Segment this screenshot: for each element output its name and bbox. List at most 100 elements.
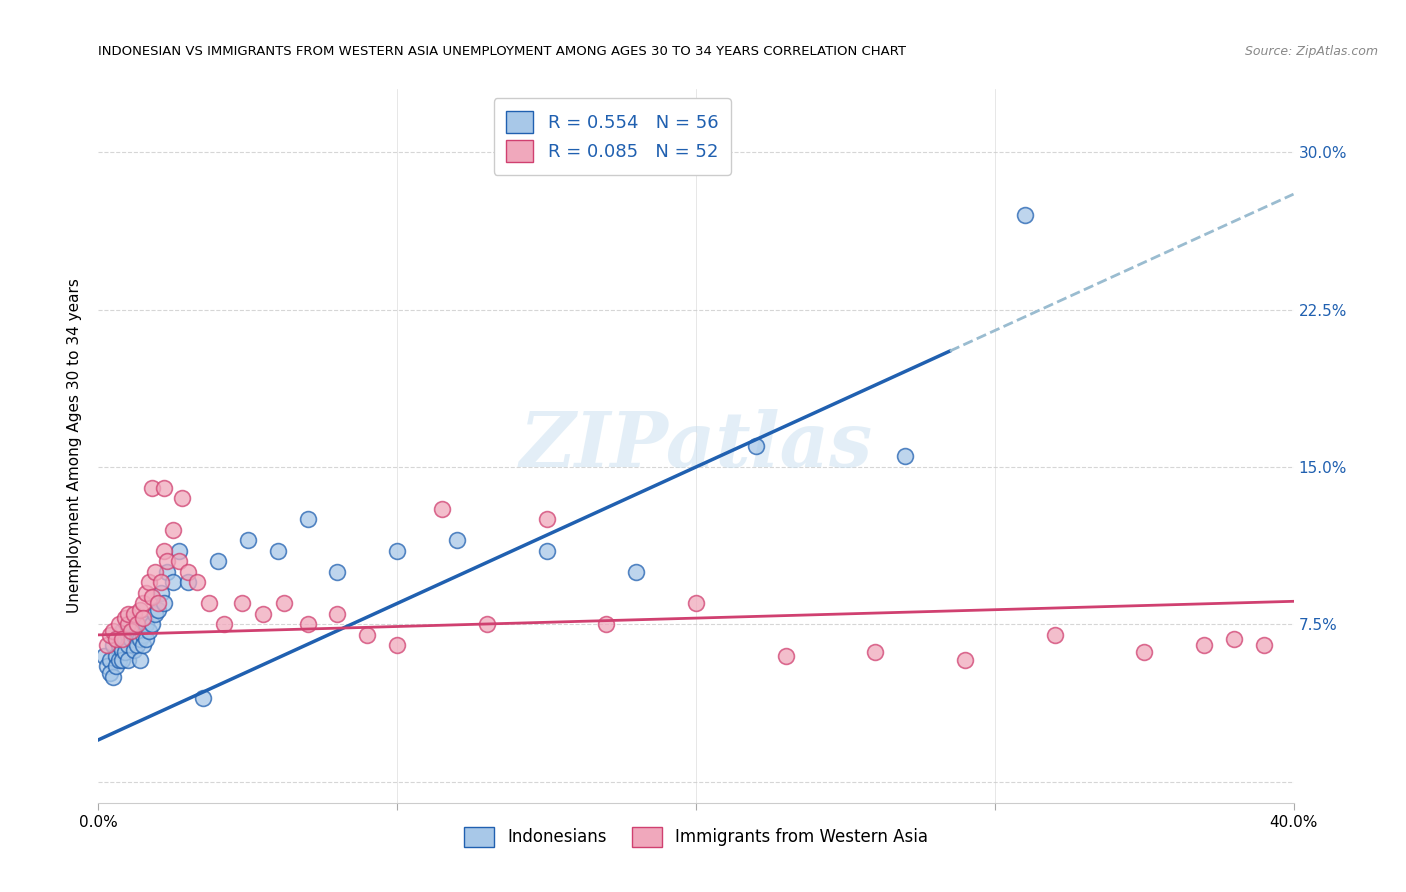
Point: [198, 596, 221, 610]
Point: [172, 491, 194, 506]
Point: [141, 481, 163, 495]
Point: [430, 502, 453, 516]
Point: [446, 533, 468, 548]
Point: [153, 481, 176, 495]
Point: [626, 565, 648, 579]
Point: [1223, 632, 1246, 646]
Point: [150, 586, 173, 600]
Point: [129, 632, 152, 646]
Point: [117, 653, 139, 667]
Point: [127, 624, 149, 638]
Point: [167, 554, 190, 568]
Point: [252, 607, 274, 621]
Point: [356, 628, 378, 642]
Point: [326, 565, 349, 579]
Point: [117, 628, 139, 642]
Point: [326, 607, 349, 621]
Point: [191, 690, 214, 705]
Point: [124, 607, 146, 621]
Point: [117, 607, 139, 621]
Point: [267, 544, 290, 558]
Point: [111, 632, 134, 646]
Point: [103, 624, 125, 638]
Point: [120, 617, 142, 632]
Text: ZIPatlas: ZIPatlas: [519, 409, 873, 483]
Point: [117, 624, 139, 638]
Point: [1043, 628, 1066, 642]
Point: [127, 639, 149, 653]
Point: [685, 596, 707, 610]
Point: [953, 653, 976, 667]
Point: [1253, 639, 1275, 653]
Point: [156, 565, 179, 579]
Point: [105, 632, 128, 646]
Point: [124, 628, 146, 642]
Point: [153, 596, 176, 610]
Point: [117, 639, 139, 653]
Point: [143, 607, 166, 621]
Point: [167, 544, 190, 558]
Point: [1133, 645, 1156, 659]
Point: [132, 639, 155, 653]
Point: [536, 544, 558, 558]
Point: [141, 617, 163, 632]
Point: [114, 632, 136, 646]
Point: [117, 617, 139, 632]
Point: [135, 617, 157, 632]
Point: [105, 648, 128, 663]
Point: [1014, 208, 1036, 222]
Point: [120, 624, 142, 638]
Point: [111, 642, 134, 657]
Point: [865, 645, 887, 659]
Point: [132, 628, 155, 642]
Point: [132, 611, 155, 625]
Point: [273, 596, 295, 610]
Point: [135, 632, 157, 646]
Point: [595, 617, 617, 632]
Point: [93, 648, 115, 663]
Point: [96, 639, 118, 653]
Point: [162, 523, 184, 537]
Point: [148, 596, 170, 610]
Point: [143, 565, 166, 579]
Point: [177, 575, 200, 590]
Point: [96, 659, 118, 673]
Point: [775, 648, 797, 663]
Point: [212, 617, 235, 632]
Point: [536, 512, 558, 526]
Point: [103, 670, 125, 684]
Point: [894, 450, 917, 464]
Point: [111, 653, 134, 667]
Point: [385, 544, 409, 558]
Point: [475, 617, 498, 632]
Point: [186, 575, 208, 590]
Point: [103, 639, 125, 653]
Point: [141, 590, 163, 604]
Text: INDONESIAN VS IMMIGRANTS FROM WESTERN ASIA UNEMPLOYMENT AMONG AGES 30 TO 34 YEAR: INDONESIAN VS IMMIGRANTS FROM WESTERN AS…: [98, 45, 907, 58]
Point: [100, 628, 122, 642]
Point: [129, 603, 152, 617]
Point: [124, 642, 146, 657]
Point: [138, 575, 160, 590]
Point: [297, 512, 319, 526]
Point: [100, 665, 122, 680]
Point: [135, 586, 157, 600]
Point: [108, 628, 131, 642]
Point: [207, 554, 229, 568]
Point: [148, 603, 170, 617]
Point: [156, 554, 179, 568]
Point: [108, 617, 131, 632]
Point: [385, 639, 409, 653]
Point: [127, 617, 149, 632]
Point: [111, 624, 134, 638]
Point: [1192, 639, 1215, 653]
Point: [108, 653, 131, 667]
Point: [129, 653, 152, 667]
Point: [745, 439, 768, 453]
Point: [150, 575, 173, 590]
Point: [236, 533, 259, 548]
Point: [114, 611, 136, 625]
Point: [114, 645, 136, 659]
Point: [105, 632, 128, 646]
Point: [105, 659, 128, 673]
